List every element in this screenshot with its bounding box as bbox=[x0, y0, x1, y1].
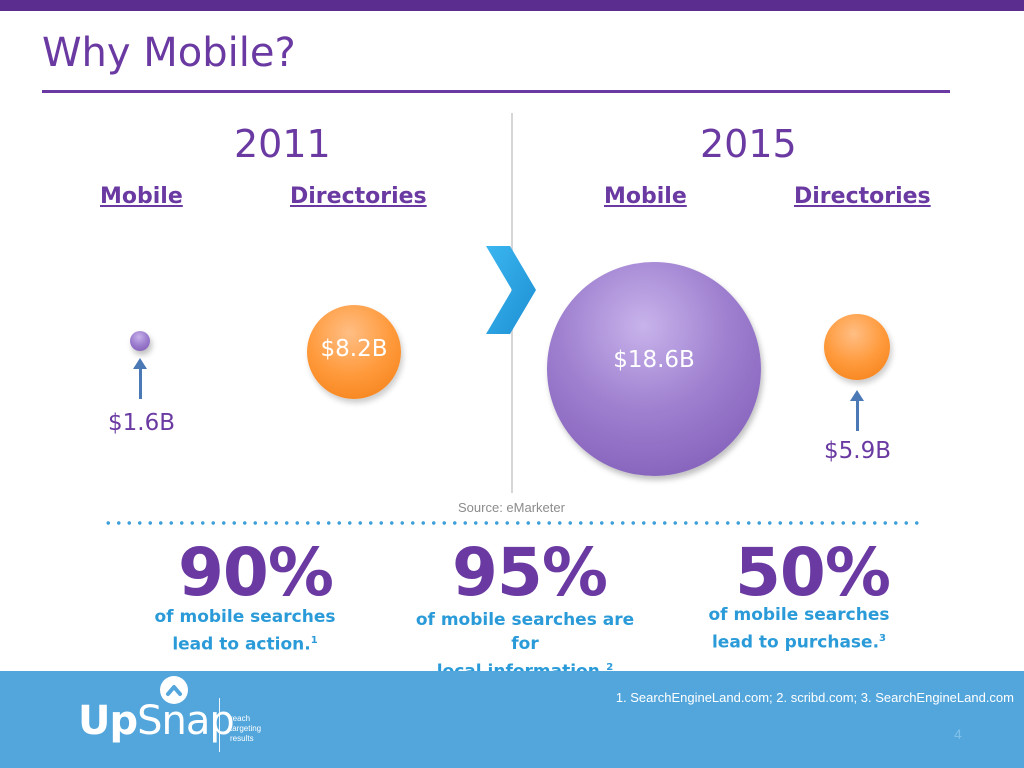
stat-value-purchase: 50% bbox=[735, 534, 891, 611]
value-directories-2011: $8.2B bbox=[320, 336, 388, 362]
value-directories-2015: $5.9B bbox=[824, 438, 891, 464]
stat-desc-purchase-line2: lead to purchase.3 bbox=[711, 632, 887, 653]
stat-desc-local-line1: of mobile searches are for bbox=[415, 610, 635, 654]
logo-tagline: reach targeting results bbox=[230, 714, 262, 743]
stat-desc-action: of mobile searches lead to action.1 bbox=[150, 605, 340, 657]
caret-up-circle-icon bbox=[160, 676, 188, 704]
stat-value-local: 95% bbox=[452, 534, 608, 611]
top-accent-bar bbox=[0, 0, 1024, 11]
arrow-up-icon bbox=[133, 358, 147, 399]
col-mobile-2015: Mobile bbox=[604, 184, 687, 209]
value-mobile-2011: $1.6B bbox=[108, 410, 175, 436]
logo-separator bbox=[219, 698, 220, 752]
col-directories-2011: Directories bbox=[290, 184, 427, 209]
chevron-right-icon bbox=[486, 246, 536, 334]
value-mobile-2015: $18.6B bbox=[613, 347, 695, 373]
col-directories-2015: Directories bbox=[794, 184, 931, 209]
stat-desc-purchase: of mobile searches lead to purchase.3 bbox=[704, 603, 894, 655]
footnote-references: 1. SearchEngineLand.com; 2. scribd.com; … bbox=[615, 690, 1014, 705]
upsnap-logo: UpSnap bbox=[78, 698, 235, 744]
slide-title: Why Mobile? bbox=[42, 30, 296, 76]
col-mobile-2011: Mobile bbox=[100, 184, 183, 209]
bubble-mobile-2011 bbox=[130, 331, 150, 351]
stat-desc-purchase-line1: of mobile searches bbox=[708, 605, 890, 625]
stat-value-action: 90% bbox=[178, 534, 334, 611]
page-number: 4 bbox=[954, 726, 962, 742]
stat-desc-action-line2: lead to action.1 bbox=[172, 634, 318, 655]
dotted-divider bbox=[103, 520, 923, 526]
bubble-directories-2015 bbox=[824, 314, 890, 380]
arrow-up-icon bbox=[850, 390, 864, 431]
source-note: Source: eMarketer bbox=[458, 500, 565, 515]
title-underline bbox=[42, 90, 950, 93]
bubble-mobile-2015: $18.6B bbox=[547, 262, 761, 476]
year-2011: 2011 bbox=[234, 122, 331, 166]
bubble-directories-2011: $8.2B bbox=[307, 305, 401, 399]
stat-desc-action-line1: of mobile searches bbox=[154, 607, 336, 627]
year-2015: 2015 bbox=[700, 122, 797, 166]
